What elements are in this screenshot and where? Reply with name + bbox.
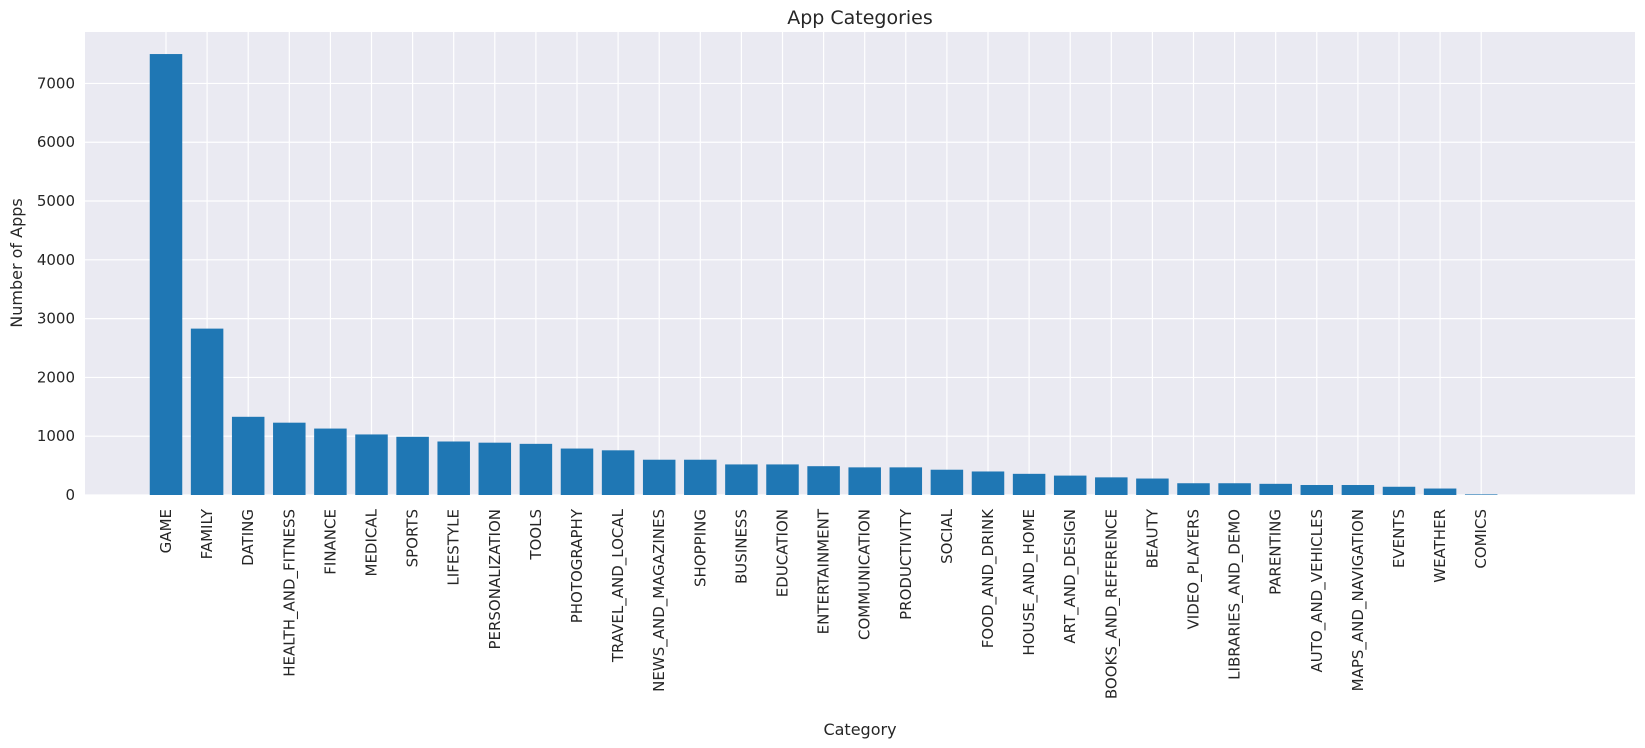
bar-art-and-design bbox=[1053, 475, 1087, 495]
x-tick-label: BOOKS_AND_REFERENCE bbox=[1102, 509, 1121, 699]
x-tick-label: LIBRARIES_AND_DEMO bbox=[1226, 509, 1245, 680]
bar-business bbox=[725, 464, 758, 495]
bar-tools bbox=[519, 443, 553, 495]
x-tick-label: EDUCATION bbox=[774, 509, 792, 597]
x-tick-label: HEALTH_AND_FITNESS bbox=[280, 509, 299, 677]
x-tick-label: MEDICAL bbox=[363, 508, 381, 576]
x-tick-label: GAME bbox=[157, 509, 175, 553]
x-tick-label: COMICS bbox=[1472, 509, 1490, 569]
x-tick-label: MAPS_AND_NAVIGATION bbox=[1349, 509, 1368, 691]
bar-photography bbox=[560, 448, 594, 495]
x-tick-label: ENTERTAINMENT bbox=[815, 508, 833, 634]
bar-sports bbox=[396, 436, 429, 495]
bar-books-and-reference bbox=[1095, 477, 1128, 495]
x-tick-label: FAMILY bbox=[198, 508, 216, 559]
x-tick-label: PERSONALIZATION bbox=[486, 509, 504, 650]
bar-maps-and-navigation bbox=[1341, 485, 1375, 495]
x-tick-label: TOOLS bbox=[527, 509, 545, 561]
x-tick-label: VIDEO_PLAYERS bbox=[1185, 509, 1204, 629]
x-tick-label: FOOD_AND_DRINK bbox=[979, 508, 998, 648]
x-tick-label: BUSINESS bbox=[732, 509, 750, 584]
x-tick-label: COMMUNICATION bbox=[856, 509, 874, 640]
bar-beauty bbox=[1136, 478, 1169, 495]
chart-title: App Categories bbox=[787, 7, 933, 29]
y-tick-label: 2000 bbox=[37, 368, 75, 386]
bar-libraries-and-demo bbox=[1218, 483, 1251, 495]
bar-productivity bbox=[889, 467, 923, 495]
bar-family bbox=[190, 328, 224, 495]
bar-medical bbox=[355, 434, 388, 495]
bars bbox=[149, 54, 1498, 496]
bar-events bbox=[1382, 486, 1416, 495]
y-tick-label: 6000 bbox=[37, 133, 75, 151]
x-tick-label: AUTO_AND_VEHICLES bbox=[1308, 509, 1327, 673]
bar-entertainment bbox=[807, 466, 840, 495]
x-tick-label: NEWS_AND_MAGAZINES bbox=[650, 509, 669, 692]
bar-comics bbox=[1464, 494, 1498, 495]
bar-finance bbox=[314, 428, 347, 495]
x-tick-label: PARENTING bbox=[1267, 509, 1285, 595]
bar-house-and-home bbox=[1012, 473, 1046, 495]
x-tick-label: SHOPPING bbox=[691, 509, 709, 587]
bar-communication bbox=[848, 467, 881, 495]
x-tick-label: TRAVEL_AND_LOCAL bbox=[609, 508, 628, 663]
x-tick-label: LIFESTYLE bbox=[445, 509, 463, 586]
y-tick-label: 1000 bbox=[37, 427, 75, 445]
y-tick-label: 5000 bbox=[37, 192, 75, 210]
plot-area bbox=[85, 32, 1635, 495]
bar-lifestyle bbox=[437, 441, 470, 495]
y-tick-label: 3000 bbox=[37, 310, 75, 328]
bar-food-and-drink bbox=[971, 471, 1005, 495]
bar-social bbox=[930, 469, 964, 495]
y-tick-label: 0 bbox=[65, 486, 75, 504]
grid-lines bbox=[85, 32, 1635, 496]
x-tick-label: BEAUTY bbox=[1143, 508, 1161, 568]
bar-travel-and-local bbox=[601, 450, 635, 495]
x-tick-label: EVENTS bbox=[1390, 509, 1408, 568]
x-axis-label: Category bbox=[823, 720, 896, 739]
bar-weather bbox=[1423, 488, 1457, 495]
bar-education bbox=[766, 464, 799, 495]
x-tick-label: ART_AND_DESIGN bbox=[1061, 509, 1080, 644]
bar-health-and-fitness bbox=[273, 422, 306, 495]
bar-auto-and-vehicles bbox=[1300, 485, 1334, 495]
x-axis-ticks: GAME FAMILY DATING HEALTH_AND_FITNESS FINANC… bbox=[157, 508, 1490, 699]
x-tick-label: WEATHER bbox=[1431, 509, 1449, 583]
bar-dating bbox=[231, 416, 265, 495]
bar-game bbox=[149, 54, 183, 496]
x-tick-label: PHOTOGRAPHY bbox=[568, 508, 586, 623]
x-tick-label: PRODUCTIVITY bbox=[897, 508, 915, 620]
y-axis-ticks: 0 1000 2000 3000 4000 5000 6000 7000 bbox=[37, 74, 75, 504]
x-tick-label: FINANCE bbox=[321, 509, 339, 575]
bar-shopping bbox=[684, 459, 717, 495]
y-axis-label: Number of Apps bbox=[7, 198, 26, 327]
x-tick-label: DATING bbox=[239, 509, 257, 566]
bar-video-players bbox=[1177, 483, 1210, 495]
bar-personalization bbox=[478, 442, 512, 495]
x-tick-label: HOUSE_AND_HOME bbox=[1020, 509, 1039, 656]
bar-news-and-magazines bbox=[642, 459, 676, 495]
x-tick-label: SOCIAL bbox=[938, 508, 956, 563]
x-tick-label: SPORTS bbox=[404, 509, 422, 567]
y-tick-label: 4000 bbox=[37, 251, 75, 269]
y-tick-label: 7000 bbox=[37, 74, 75, 92]
bar-parenting bbox=[1259, 483, 1292, 495]
